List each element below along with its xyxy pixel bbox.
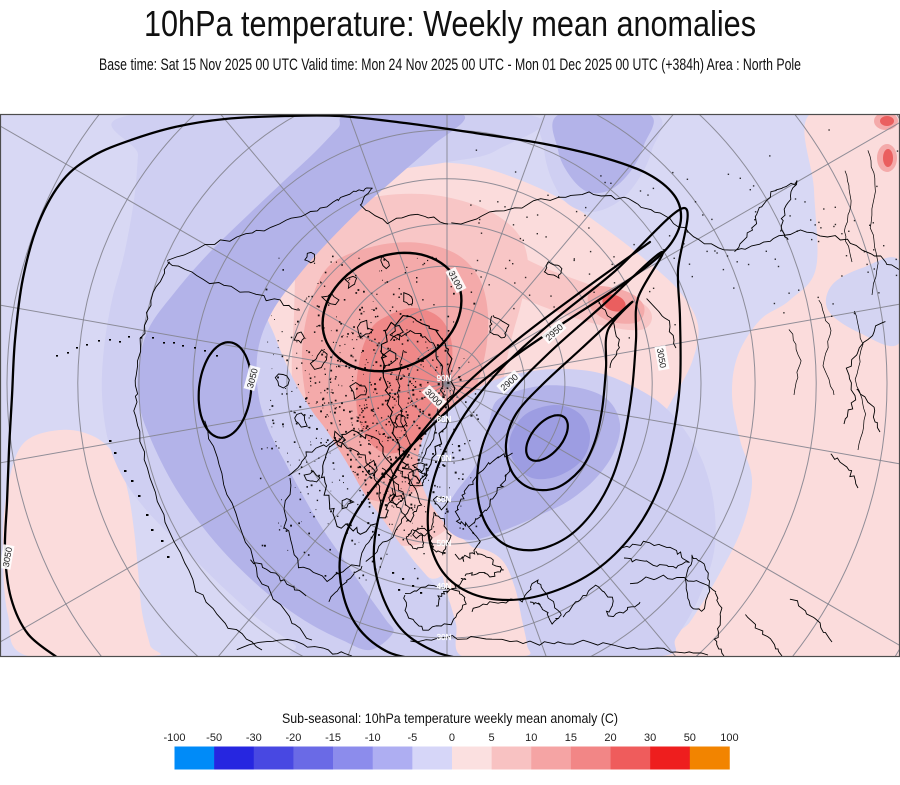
svg-text:15: 15 <box>565 732 577 744</box>
svg-text:-20: -20 <box>285 732 301 744</box>
svg-text:5: 5 <box>489 732 495 744</box>
svg-text:10: 10 <box>525 732 537 744</box>
svg-text:30: 30 <box>644 732 656 744</box>
svg-text:50N: 50N <box>437 539 452 548</box>
svg-text:80N: 80N <box>437 415 452 424</box>
svg-text:-5: -5 <box>407 732 417 744</box>
svg-text:10hPa temperature: Weekly mean: 10hPa temperature: Weekly mean anomalies <box>144 3 756 44</box>
svg-text:Base time: Sat 15 Nov 2025 00: Base time: Sat 15 Nov 2025 00 UTC Valid … <box>99 56 801 74</box>
svg-text:-15: -15 <box>325 732 341 744</box>
svg-text:Sub-seasonal: 10hPa temperatur: Sub-seasonal: 10hPa temperature weekly m… <box>282 710 618 726</box>
svg-text:-50: -50 <box>206 732 222 744</box>
svg-text:40N: 40N <box>437 582 452 591</box>
svg-text:60N: 60N <box>437 495 452 504</box>
svg-text:0: 0 <box>449 732 455 744</box>
svg-text:50: 50 <box>684 732 696 744</box>
svg-text:-100: -100 <box>163 732 185 744</box>
svg-text:-10: -10 <box>365 732 381 744</box>
svg-text:100: 100 <box>720 732 738 744</box>
svg-text:3050: 3050 <box>1 546 14 567</box>
svg-text:3050: 3050 <box>655 347 668 368</box>
svg-text:20: 20 <box>604 732 616 744</box>
svg-text:70N: 70N <box>437 454 452 463</box>
svg-text:90N: 90N <box>437 374 452 383</box>
svg-text:30N: 30N <box>437 633 452 642</box>
svg-text:-30: -30 <box>246 732 262 744</box>
